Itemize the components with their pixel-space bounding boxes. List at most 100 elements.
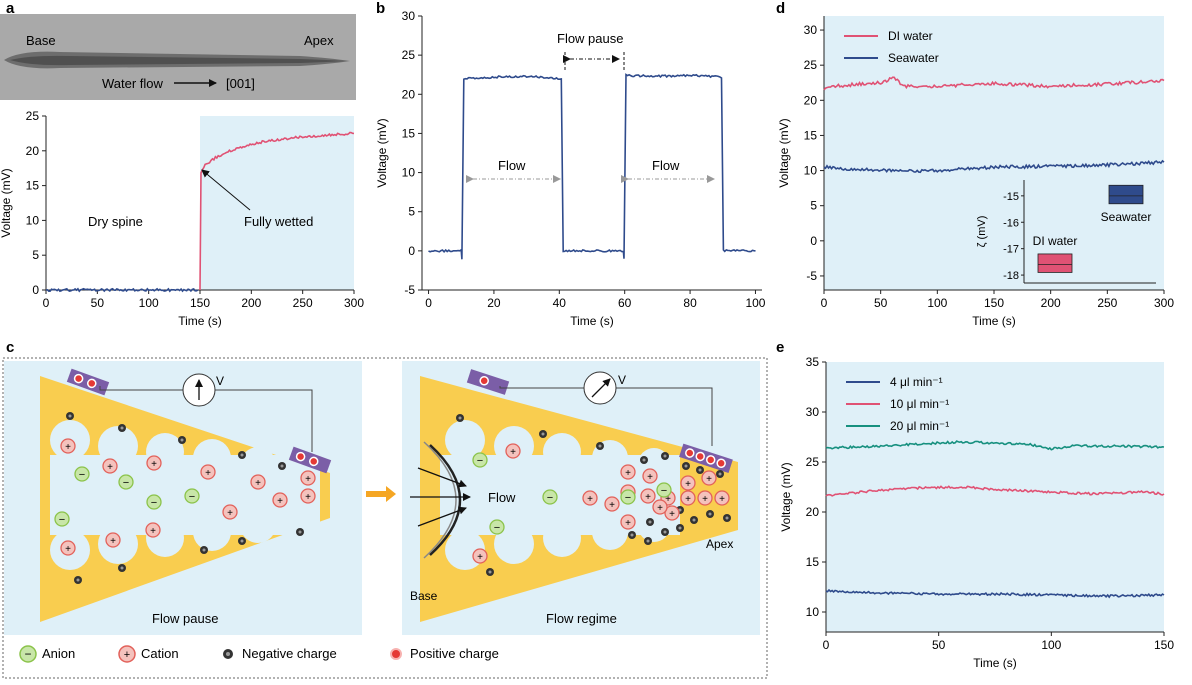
negative-charge-core	[692, 518, 696, 522]
x-tick-label: 150	[190, 296, 210, 310]
x-axis-label: Time (s)	[178, 314, 222, 328]
negative-charge-core	[684, 464, 688, 468]
anion-sign: −	[494, 522, 500, 534]
cation-sign: +	[645, 492, 651, 503]
cation	[680, 490, 696, 506]
x-axis-label: Time (s)	[972, 314, 1016, 328]
negative-charge-core	[598, 444, 602, 448]
cation-sign: +	[477, 552, 483, 563]
cation	[300, 470, 316, 486]
anion-sign: −	[625, 492, 631, 504]
cation	[146, 455, 162, 471]
voltmeter-left-label: V	[216, 374, 224, 388]
voltmeter-right-needle	[591, 378, 611, 398]
x-tick-label: 300	[344, 296, 364, 310]
negative-charge-core	[180, 438, 184, 442]
panel-letter-e: e	[776, 339, 784, 356]
y-tick-label: 0	[810, 234, 817, 248]
plot-background	[824, 16, 1164, 290]
negative-charge-core	[642, 458, 646, 462]
cation	[472, 548, 488, 564]
legend-label: DI water	[888, 29, 933, 43]
y-tick-label: 15	[26, 179, 40, 193]
voltmeter-right	[583, 371, 617, 405]
cation-sign: +	[227, 508, 233, 519]
y-tick-label: 15	[804, 128, 818, 142]
photo-label-water-flow: Water flow	[102, 76, 164, 91]
negative-charge-core	[120, 566, 124, 570]
y-tick-label: 5	[408, 205, 415, 219]
x-tick-label: 0	[823, 638, 830, 652]
anion-sign: −	[123, 477, 129, 489]
negative-charge-core	[678, 526, 682, 530]
shaded-region	[200, 116, 354, 290]
voltmeter-right-label: V	[618, 373, 626, 387]
anion	[656, 482, 672, 498]
x-tick-label: 200	[241, 296, 261, 310]
cation-sign: +	[110, 536, 116, 547]
panel-letter-c: c	[6, 339, 14, 356]
cation-sign: +	[277, 496, 283, 507]
cation-sign: +	[305, 492, 311, 503]
panel-letter-a: a	[6, 0, 15, 17]
legend-positive-charge: Positive charge	[410, 646, 499, 661]
panel-a-photo: Base Apex Water flow [001]	[0, 14, 356, 100]
cation-sign: +	[609, 500, 615, 511]
negative-charge-core	[630, 533, 634, 537]
annotation-flow-2: Flow	[652, 158, 680, 173]
negative-charge-core	[458, 416, 462, 420]
cation	[200, 464, 216, 480]
x-tick-label: 50	[874, 296, 888, 310]
y-tick-label: 25	[804, 58, 818, 72]
negative-charge-core	[698, 468, 702, 472]
negative-charge-core	[68, 414, 72, 418]
cone-right-pores	[440, 420, 680, 570]
cation-sign: +	[702, 494, 708, 505]
cation-sign: +	[706, 474, 712, 485]
cation-sign: +	[625, 468, 631, 479]
y-tick-label: 15	[806, 555, 820, 569]
y-tick-label: 35	[806, 355, 820, 369]
anion	[118, 474, 134, 490]
x-tick-label: 250	[1097, 296, 1117, 310]
annotation-dry-spine: Dry spine	[88, 214, 143, 229]
cation	[222, 504, 238, 520]
negative-charge-core	[718, 472, 722, 476]
cation-sign: +	[255, 478, 261, 489]
x-tick-label: 0	[821, 296, 828, 310]
negative-charge-core	[298, 530, 302, 534]
photo-label-apex: Apex	[304, 33, 334, 48]
series-line	[825, 588, 1165, 599]
y-tick-label: 0	[32, 283, 39, 297]
panel-letter-b: b	[376, 0, 385, 17]
svg-text:−: −	[24, 647, 31, 661]
y-tick-label: 10	[804, 164, 818, 178]
anion-sign: −	[661, 485, 667, 497]
caption-flow-pause: Flow pause	[152, 611, 218, 626]
x-axis-label: Time (s)	[570, 314, 614, 328]
cation	[620, 464, 636, 480]
anion	[146, 494, 162, 510]
y-tick-label: 10	[402, 166, 416, 180]
base-label: Base	[410, 589, 438, 603]
cation-sign: +	[685, 494, 691, 505]
cation	[620, 514, 636, 530]
chart-a: 0 50 100 150 200 250 300 0 5 10 15 20 25 Time (s) Volt…	[0, 109, 364, 328]
anion	[54, 511, 70, 527]
y-tick-label: 25	[26, 109, 40, 123]
anion-sign: −	[477, 455, 483, 467]
x-tick-label: 150	[1154, 638, 1174, 652]
cation-sign: +	[719, 494, 725, 505]
photo-label-base: Base	[26, 33, 56, 48]
ions: ++++++++++++−−−−−+++++++++++++++++−−−−−	[54, 412, 731, 584]
legend-c: − Anion + Cation Negative charge Positiv…	[19, 645, 499, 663]
y-tick-label: 20	[402, 87, 416, 101]
cation-sign: +	[65, 442, 71, 453]
y-tick-label: 25	[806, 455, 820, 469]
flow-arrow-a	[417, 467, 467, 488]
electrode-right-apex	[679, 443, 733, 474]
series-line	[825, 440, 1165, 451]
cation	[697, 490, 713, 506]
y-tick-label: 15	[402, 126, 416, 140]
x-tick-label: 20	[487, 296, 501, 310]
